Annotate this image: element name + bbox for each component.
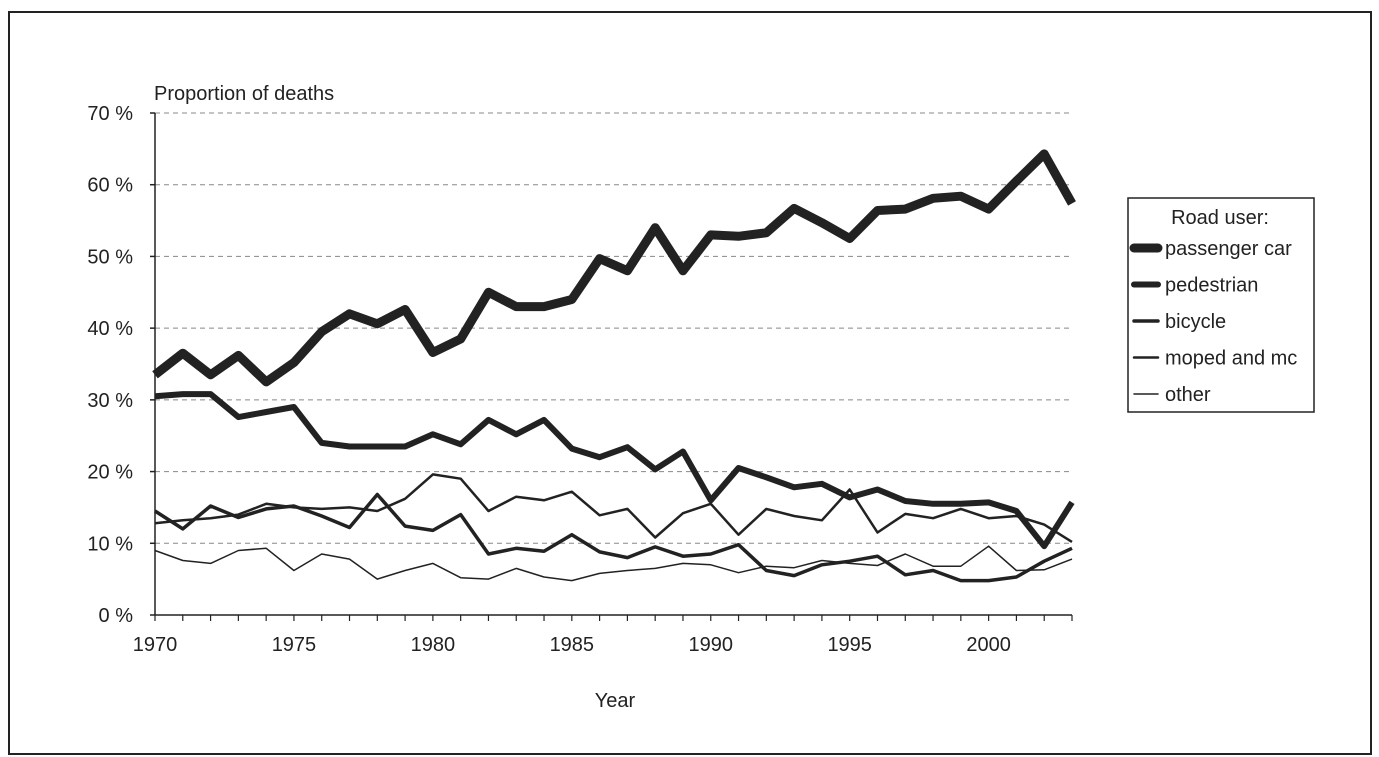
legend-label: passenger car: [1165, 238, 1292, 260]
legend-items: passenger car pedestrian bicycle moped and …: [1129, 238, 1297, 406]
legend: Road user: passenger car pedestrian bicycl…: [1127, 197, 1315, 413]
series-line-moped-and-mc: [154, 473, 1073, 543]
chart-frame: [8, 11, 1372, 755]
series-line-passenger-car: [152, 149, 1076, 387]
y-tick-label: 30 %: [87, 390, 133, 412]
legend-box: [1127, 197, 1315, 413]
x-tick-label: 1975: [272, 634, 317, 656]
x-tick-label: 2000: [966, 634, 1011, 656]
x-tick-label: 1995: [827, 634, 872, 656]
axes: 0 % 10 % 20 % 30 % 40 % 50 % 60 % 70 % 1970 1975 1…: [87, 103, 1073, 656]
y-axis-label: Proportion of deaths: [154, 83, 334, 105]
x-tick-label: 1990: [689, 634, 734, 656]
legend-label: moped and mc: [1165, 348, 1297, 370]
legend-label: other: [1165, 384, 1211, 406]
legend-title: Road user:: [1171, 207, 1269, 229]
series-line-other: [154, 545, 1073, 582]
y-tick-label: 20 %: [87, 462, 133, 484]
series-line-pedestrian: [154, 391, 1075, 550]
y-tick-label: 40 %: [87, 318, 133, 340]
legend-label: pedestrian: [1165, 275, 1258, 297]
legend-label: bicycle: [1165, 311, 1226, 333]
x-tick-label: 1970: [133, 634, 178, 656]
y-tick-label: 70 %: [87, 103, 133, 125]
x-tick-label: 1980: [411, 634, 456, 656]
y-tick-label: 10 %: [87, 533, 133, 555]
grid: [155, 112, 1072, 544]
y-tick-label: 50 %: [87, 246, 133, 268]
x-tick-label: 1985: [550, 634, 595, 656]
series-line-bicycle: [154, 492, 1073, 583]
series-lines: [152, 149, 1076, 583]
x-axis-label: Year: [595, 690, 636, 712]
y-tick-label: 60 %: [87, 175, 133, 197]
y-tick-label: 0 %: [99, 605, 134, 627]
